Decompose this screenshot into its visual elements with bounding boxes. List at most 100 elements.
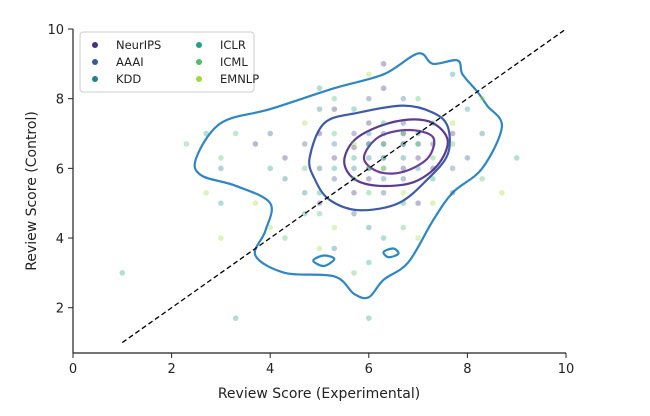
legend-label-icml: ICML (220, 55, 248, 69)
legend-marker-icml (196, 59, 202, 65)
point-kdd-1 (366, 155, 372, 161)
legend-label-iclr: ICLR (220, 38, 246, 52)
point-aaai-14 (449, 189, 456, 196)
point-aaai-15 (400, 120, 407, 126)
point-kdd-8 (316, 106, 323, 112)
point-emnlp-9 (366, 71, 372, 78)
x-axis-title: Review Score (Experimental) (218, 386, 420, 402)
point-iclr-5 (331, 165, 338, 172)
point-kdd-0 (331, 141, 338, 147)
point-emnlp-6 (316, 245, 323, 252)
point-neurips-16 (415, 200, 421, 206)
point-aaai-9 (380, 189, 387, 196)
point-iclr-12 (464, 106, 471, 112)
point-neurips-13 (380, 85, 387, 92)
point-aaai-8 (331, 176, 338, 182)
point-aaai-3 (366, 141, 372, 147)
point-aaai-4 (415, 141, 421, 147)
point-kdd-15 (449, 165, 456, 172)
y-ticks: 2 4 6 8 10 (47, 23, 73, 317)
x-tick-label-4: 4 (266, 362, 274, 377)
point-emnlp-5 (430, 200, 436, 206)
contour-inner-2 (343, 118, 449, 188)
point-icml-6 (366, 189, 372, 196)
point-neurips-3 (380, 141, 387, 147)
point-neurips-14 (252, 141, 259, 147)
legend-marker-neurips (92, 42, 98, 48)
point-aaai-5 (400, 176, 407, 182)
legend-marker-emnlp (196, 76, 202, 82)
point-icml-4 (415, 141, 421, 147)
point-emnlp-10 (301, 120, 308, 126)
point-kdd-3 (351, 165, 357, 172)
point-icml-11 (232, 130, 239, 137)
point-emnlp-12 (203, 189, 209, 196)
point-kdd-17 (301, 189, 308, 196)
point-neurips-18 (366, 176, 372, 182)
point-kdd-9 (366, 224, 372, 231)
point-iclr-20 (366, 315, 372, 321)
point-neurips-12 (351, 189, 357, 196)
point-aaai-12 (366, 95, 372, 102)
point-iclr-15 (218, 200, 224, 206)
point-iclr-7 (316, 189, 323, 196)
identity-reference-line (121, 28, 567, 344)
point-iclr-23 (380, 235, 387, 241)
y-tick-label-4: 4 (56, 232, 64, 247)
point-kdd-10 (400, 95, 407, 102)
point-kdd-14 (380, 165, 387, 172)
x-tick-label-10: 10 (558, 362, 575, 377)
point-iclr-8 (430, 176, 436, 182)
point-kdd-12 (479, 130, 485, 137)
point-icml-14 (282, 235, 288, 241)
scatter-points (119, 61, 520, 321)
point-iclr-4 (415, 165, 421, 172)
point-iclr-0 (366, 141, 372, 147)
point-aaai-11 (464, 155, 471, 161)
y-tick-label-2: 2 (56, 302, 64, 317)
point-neurips-11 (449, 130, 456, 137)
point-icml-19 (479, 176, 485, 182)
point-aaai-17 (380, 130, 387, 137)
point-neurips-6 (430, 165, 436, 172)
point-kdd-13 (331, 245, 338, 252)
point-iclr-14 (366, 259, 372, 266)
point-aaai-6 (301, 141, 308, 147)
point-neurips-1 (351, 144, 357, 151)
point-emnlp-14 (449, 120, 456, 126)
point-kdd-11 (218, 165, 224, 172)
point-aaai-13 (351, 210, 357, 217)
point-emnlp-1 (351, 141, 357, 147)
point-neurips-4 (400, 130, 407, 137)
y-tick-label-10: 10 (47, 23, 64, 38)
legend-frame (79, 31, 255, 93)
point-emnlp-11 (415, 235, 421, 241)
point-iclr-11 (351, 106, 357, 112)
legend: NeurIPS AAAI KDD ICLR ICML EMNLP (79, 31, 259, 93)
point-icml-2 (380, 141, 387, 147)
x-ticks: 0 2 4 6 8 10 (69, 353, 574, 377)
point-iclr-21 (316, 85, 323, 92)
legend-label-neurips: NeurIPS (116, 38, 161, 52)
x-tick-label-8: 8 (463, 362, 471, 377)
density-contours (193, 52, 503, 300)
point-iclr-22 (203, 130, 209, 137)
point-icml-8 (301, 165, 308, 172)
y-tick-label-6: 6 (56, 162, 64, 177)
point-emnlp-15 (479, 95, 485, 102)
point-icml-7 (430, 155, 436, 161)
point-iclr-9 (267, 165, 274, 172)
x-tick-label-2: 2 (167, 362, 175, 377)
contour-outer-0 (193, 52, 503, 300)
point-neurips-0 (331, 155, 338, 161)
point-icml-1 (400, 130, 407, 137)
point-iclr-6 (380, 120, 387, 126)
point-neurips-15 (380, 61, 387, 67)
point-icml-17 (183, 141, 190, 147)
y-axis-title: Review Score (Control) (24, 111, 40, 271)
point-iclr-16 (119, 270, 126, 276)
legend-marker-aaai (92, 59, 98, 65)
point-iclr-18 (513, 155, 520, 161)
point-neurips-10 (282, 155, 288, 161)
